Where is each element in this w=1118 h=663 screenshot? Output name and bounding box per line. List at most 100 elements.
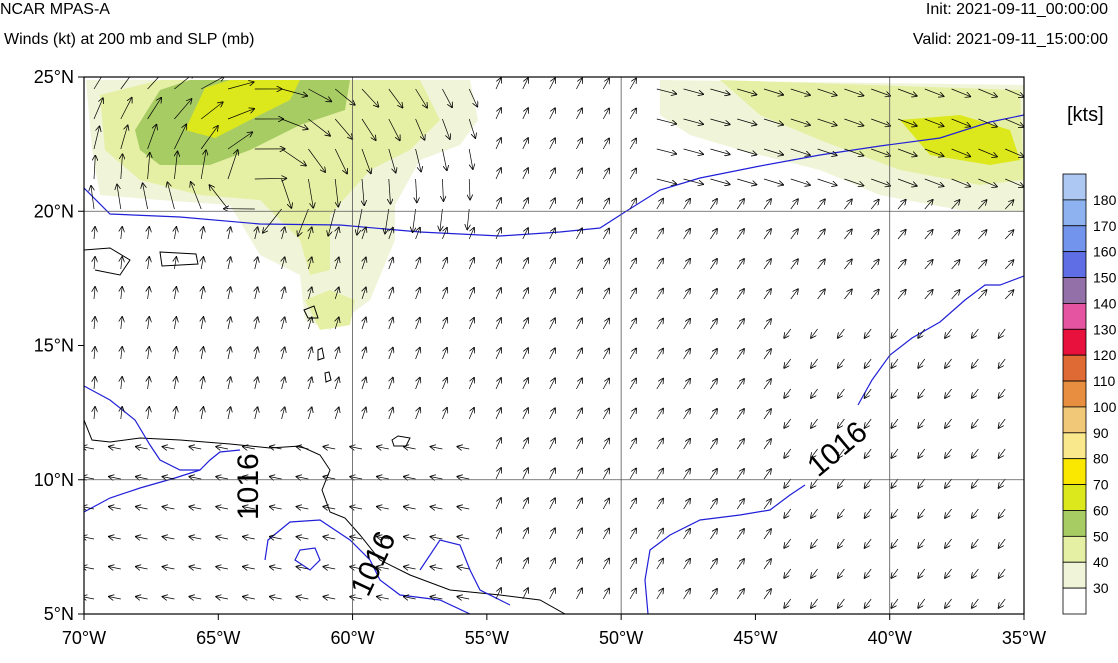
wind-vector xyxy=(683,529,690,540)
wind-vector xyxy=(389,228,393,240)
wind-vector xyxy=(549,468,555,480)
wind-vector xyxy=(656,499,663,510)
wind-vector xyxy=(377,567,389,569)
wind-vector xyxy=(951,88,971,96)
wind-vector xyxy=(736,589,744,600)
wind-vector xyxy=(1004,260,1013,270)
wind-vector xyxy=(629,499,636,510)
wind-vector xyxy=(656,88,676,94)
wind-vector xyxy=(790,199,798,210)
lon-label-4: 50°W xyxy=(599,628,643,648)
wind-vector xyxy=(415,408,420,420)
wind-vector xyxy=(737,118,756,125)
wind-vector xyxy=(415,88,427,108)
wind-vector xyxy=(629,259,636,270)
wind-vector xyxy=(243,567,255,569)
wind-vector xyxy=(838,478,845,488)
colorbar-units: [kts] xyxy=(1067,104,1104,126)
wind-vector xyxy=(361,118,376,140)
colorbar-label-5: 130 xyxy=(1093,321,1117,337)
wind-vector xyxy=(495,78,501,90)
wind-vector xyxy=(404,447,416,449)
coastline-guadeloupe xyxy=(303,305,319,319)
wind-vector xyxy=(174,317,176,330)
wind-vector xyxy=(871,148,890,156)
wind-vector xyxy=(683,499,690,510)
wind-vector xyxy=(495,558,501,570)
wind-vector xyxy=(576,108,582,120)
wind-vector xyxy=(817,229,825,240)
wind-vector xyxy=(683,259,690,270)
wind-vector xyxy=(174,227,176,240)
wind-vector xyxy=(335,318,339,330)
wind-vector xyxy=(281,148,306,166)
wind-vector xyxy=(656,289,663,300)
wind-vector xyxy=(891,478,899,488)
wind-vector xyxy=(891,328,899,338)
wind-vector xyxy=(945,538,952,548)
wind-vector xyxy=(362,228,366,240)
wind-vector xyxy=(897,118,917,126)
wind-vector xyxy=(270,567,282,569)
wind-vector xyxy=(656,319,663,330)
wind-vector xyxy=(817,259,825,270)
colorbar-swatch-11 xyxy=(1062,458,1087,485)
wind-vector xyxy=(924,230,933,240)
wind-vector xyxy=(442,258,447,270)
wind-vector xyxy=(549,318,555,330)
wind-vector xyxy=(602,139,609,150)
wind-vector xyxy=(136,537,148,539)
wind-vector xyxy=(576,138,582,150)
wind-vector xyxy=(629,559,636,570)
wind-vector xyxy=(323,567,336,569)
wind-vector xyxy=(897,178,917,186)
wind-vector xyxy=(1005,118,1023,127)
colorbar-swatch-4 xyxy=(1062,277,1087,304)
wind-vector xyxy=(972,358,979,368)
wind-vector xyxy=(1005,148,1023,157)
wind-vector xyxy=(865,328,872,338)
wind-vector xyxy=(951,290,960,300)
wind-vector xyxy=(549,78,555,90)
wind-vector xyxy=(710,499,717,510)
wind-vector xyxy=(549,588,555,600)
wind-vector xyxy=(576,198,582,210)
wind-vector xyxy=(148,317,150,330)
colorbar-label-4: 140 xyxy=(1093,295,1117,311)
wind-vector xyxy=(334,88,354,105)
wind-vector xyxy=(999,418,1006,428)
wind-vector xyxy=(323,477,336,479)
wind-vector xyxy=(94,407,95,420)
wind-vector xyxy=(297,477,309,479)
wind-vector xyxy=(629,349,636,360)
wind-vector xyxy=(270,597,282,599)
wind-vector xyxy=(431,507,443,509)
wind-vector xyxy=(865,418,872,428)
wind-vector xyxy=(924,200,933,210)
wind-vector xyxy=(945,448,952,458)
wind-vector xyxy=(656,178,676,184)
wind-vector xyxy=(270,477,282,479)
colorbar-label-11: 70 xyxy=(1093,477,1109,493)
coastline-martinique xyxy=(324,371,332,383)
wind-vector xyxy=(308,347,311,360)
wind-vector xyxy=(549,408,555,420)
isobar-south-west-2 xyxy=(84,469,201,513)
wind-vector xyxy=(602,469,609,480)
wind-vector xyxy=(865,538,872,548)
wind-vector xyxy=(174,257,176,270)
wind-vector xyxy=(94,317,95,330)
wind-vector xyxy=(763,529,771,540)
init-time: Init: 2021-09-11_00:00:00 xyxy=(925,1,1108,18)
wind-vector xyxy=(334,118,352,139)
colorbar-swatch-0 xyxy=(1062,173,1087,201)
wind-vector xyxy=(308,178,313,208)
wind-vector xyxy=(999,328,1006,338)
wind-vector xyxy=(999,388,1006,398)
wind-vector xyxy=(763,118,783,125)
wind-vector xyxy=(442,408,447,420)
wind-vector xyxy=(865,478,872,488)
wind-vector xyxy=(683,439,690,450)
wind-vector xyxy=(817,289,825,300)
wind-vector xyxy=(270,447,282,449)
